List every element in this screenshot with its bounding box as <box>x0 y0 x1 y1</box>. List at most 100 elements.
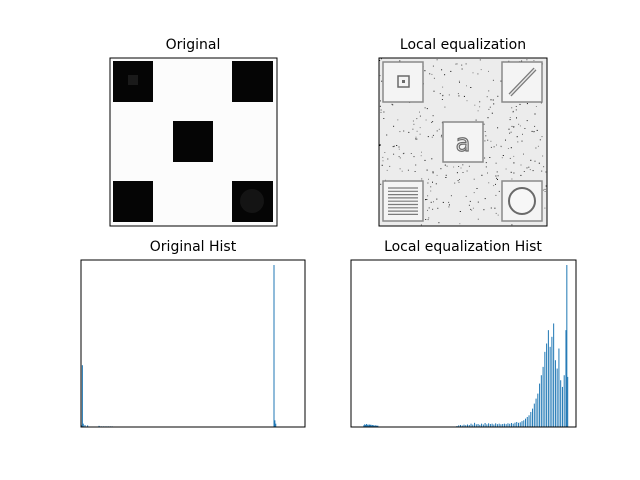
noise-pixel <box>480 69 482 71</box>
noise-pixel <box>380 109 382 111</box>
original-image-frame <box>109 57 278 227</box>
noise-pixel <box>380 183 382 185</box>
noise-pixel <box>386 134 388 136</box>
noise-pixel <box>458 181 460 183</box>
noise-pixel <box>427 195 429 197</box>
noise-pixel <box>462 172 464 173</box>
noise-pixel <box>487 172 488 174</box>
noise-pixel <box>471 209 473 211</box>
hist-bar <box>484 422 486 427</box>
noise-pixel <box>521 60 523 62</box>
noise-pixel <box>436 130 438 132</box>
hist-bar <box>82 423 84 427</box>
hist-bar <box>537 393 539 427</box>
noise-pixel <box>497 214 499 216</box>
hist-bar <box>528 415 530 427</box>
noise-pixel <box>477 110 479 112</box>
eq-glyph-small-square <box>397 75 410 88</box>
noise-pixel <box>479 101 481 103</box>
noise-pixel <box>381 80 383 82</box>
noise-pixel <box>436 198 438 200</box>
noise-pixel <box>399 168 401 170</box>
noise-pixel <box>496 171 498 173</box>
hist-bar <box>467 424 469 427</box>
noise-pixel <box>389 165 391 167</box>
noise-pixel <box>380 100 381 102</box>
noise-pixel <box>458 95 460 97</box>
noise-pixel <box>541 170 543 172</box>
noise-pixel <box>513 172 515 174</box>
noise-pixel <box>401 170 403 172</box>
noise-pixel <box>397 119 399 121</box>
hist-bar <box>275 423 277 427</box>
hist-bar <box>565 330 567 427</box>
noise-pixel <box>495 175 497 177</box>
hist-bar <box>470 423 472 427</box>
noise-pixel <box>432 134 434 136</box>
noise-pixel <box>468 204 470 206</box>
noise-pixel <box>442 86 444 88</box>
hist-bar <box>535 398 537 427</box>
noise-pixel <box>410 153 412 154</box>
noise-pixel <box>493 146 495 148</box>
noise-pixel <box>459 179 460 180</box>
noise-pixel <box>432 181 433 183</box>
noise-pixel <box>490 146 492 148</box>
noise-pixel <box>412 128 414 130</box>
hist-bar <box>87 425 89 427</box>
noise-pixel <box>427 209 428 211</box>
noise-pixel <box>441 69 443 71</box>
noise-pixel <box>426 169 428 171</box>
noise-pixel <box>489 106 491 108</box>
noise-pixel <box>523 171 525 172</box>
noise-pixel <box>430 190 432 192</box>
noise-pixel <box>432 121 434 122</box>
original-square-top-right <box>232 61 273 102</box>
noise-pixel <box>432 115 434 117</box>
noise-pixel <box>495 162 497 164</box>
hist-bar <box>544 351 546 427</box>
noise-pixel <box>510 171 512 173</box>
noise-pixel <box>456 63 458 65</box>
noise-pixel <box>450 195 452 197</box>
noise-pixel <box>502 155 504 156</box>
noise-pixel <box>466 170 468 172</box>
noise-pixel <box>526 59 528 61</box>
noise-pixel <box>500 80 502 82</box>
noise-pixel <box>428 217 430 219</box>
noise-pixel <box>424 159 426 161</box>
noise-pixel <box>448 206 450 208</box>
noise-pixel <box>474 104 476 106</box>
noise-pixel <box>444 74 446 76</box>
noise-pixel <box>391 103 393 105</box>
noise-pixel <box>420 224 422 226</box>
noise-pixel <box>419 115 421 117</box>
noise-pixel <box>440 168 442 170</box>
noise-pixel <box>458 80 460 82</box>
noise-pixel <box>426 199 428 200</box>
noise-pixel <box>507 148 509 149</box>
noise-pixel <box>466 85 467 87</box>
noise-pixel <box>542 155 544 157</box>
hist-bar <box>458 425 460 427</box>
noise-pixel <box>420 155 422 157</box>
noise-pixel <box>516 136 518 138</box>
noise-pixel <box>539 139 541 141</box>
noise-pixel <box>484 131 486 132</box>
noise-pixel <box>489 157 491 158</box>
noise-pixel <box>430 186 432 188</box>
noise-pixel <box>516 117 517 119</box>
noise-pixel <box>427 182 429 184</box>
noise-pixel <box>428 178 429 180</box>
noise-pixel <box>398 146 400 148</box>
noise-pixel <box>466 100 468 102</box>
noise-pixel <box>445 177 447 178</box>
noise-pixel <box>496 144 497 146</box>
hist-bar <box>468 425 470 427</box>
noise-pixel <box>456 172 458 174</box>
noise-pixel <box>542 189 544 191</box>
noise-pixel <box>430 201 432 203</box>
hist-bar <box>371 425 373 427</box>
noise-pixel <box>425 219 427 220</box>
